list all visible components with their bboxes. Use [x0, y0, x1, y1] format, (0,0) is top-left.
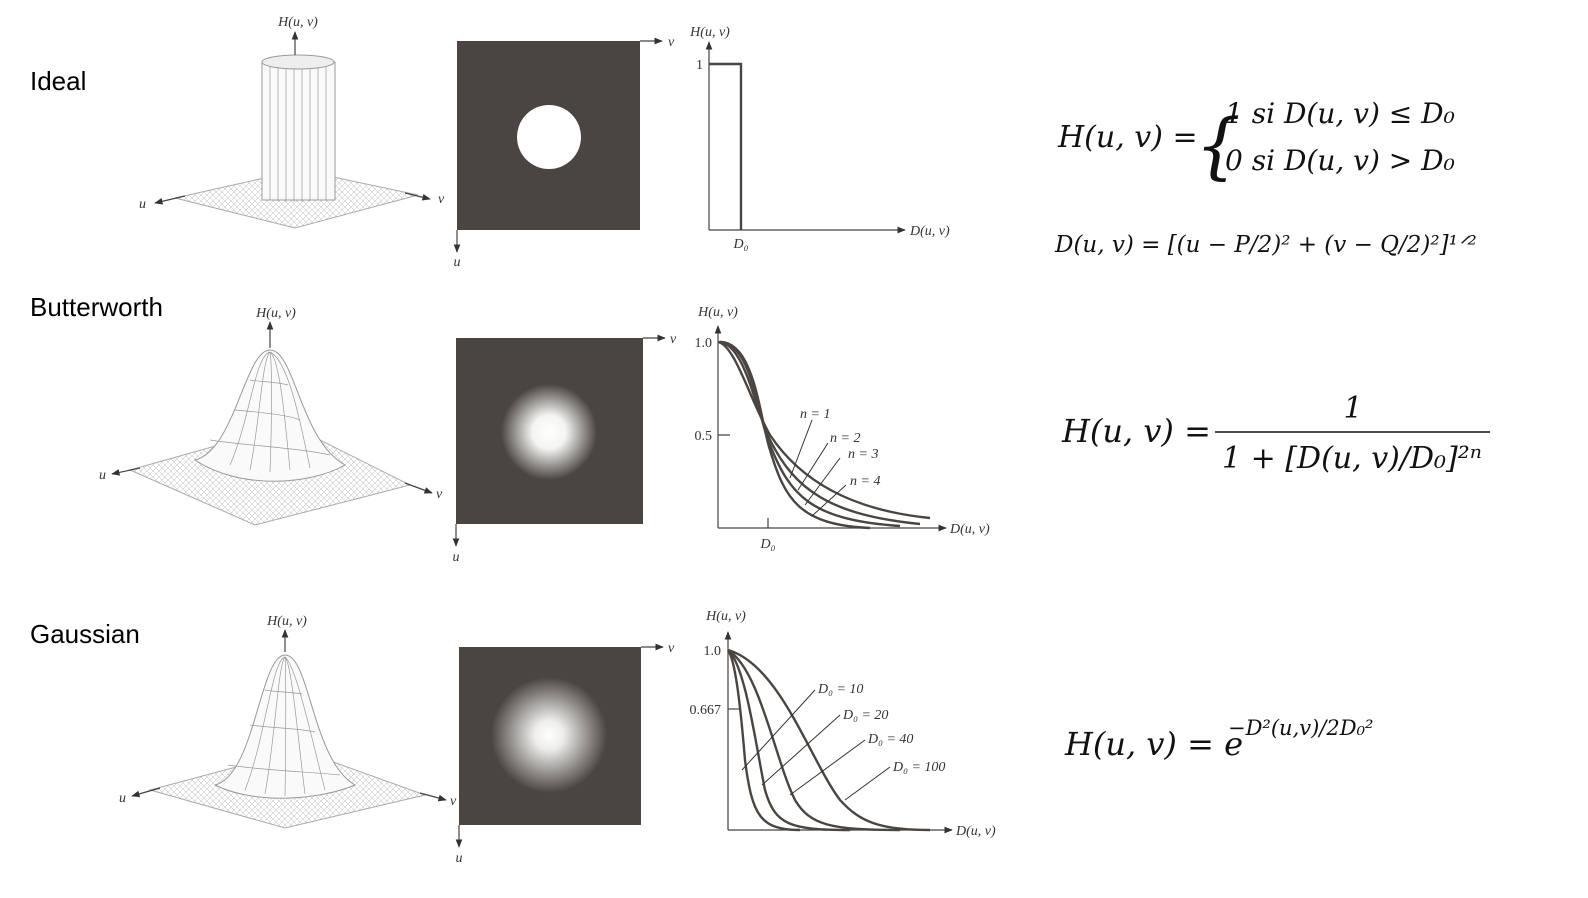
profile-plot: H(u, v) D(u, v) D₀ 1 — [689, 25, 950, 252]
axis-label: u — [139, 197, 146, 212]
axis-label: H(u, v) — [266, 614, 307, 629]
equation: H(u, v) = 1 1 + [D(u, v)/D₀]²ⁿ — [1061, 391, 1490, 476]
axis-label: H(u, v) — [277, 15, 318, 30]
tick-label: 0.667 — [690, 703, 722, 718]
curve-label: n = 4 — [850, 474, 880, 489]
equation: H(u, v) = e −D²(u,v)/2D₀² — [1064, 716, 1373, 763]
axis-label: u — [119, 791, 126, 806]
axis-label: u — [99, 468, 106, 483]
axis-label: H(u, v) — [255, 306, 296, 321]
row-butterworth: Butterworth H(u, v) u v v u H(u, v) D(u,… — [30, 292, 1490, 565]
row-gaussian: Gaussian H(u, v) u v v u H(u, v) D(u, v)… — [30, 609, 1373, 866]
tick-label: 1 — [696, 58, 703, 73]
row-ideal: Ideal H(u, v) u v v u H(u, v) D(u, v) D₀… — [30, 15, 1477, 270]
axis-label: H(u, v) — [705, 609, 746, 624]
equation-distance: D(u, v) = [(u − P/2)² + (v − Q/2)²]¹ᐟ² — [1054, 232, 1477, 258]
axis-label: v — [668, 35, 675, 50]
equation-case: 1 si D(u, v) ≤ D₀ — [1225, 97, 1455, 130]
brace: { — [1195, 103, 1241, 187]
surface: H(u, v) u v — [99, 306, 443, 526]
axis-label: u — [453, 550, 460, 565]
curve-label: n = 1 — [800, 407, 830, 422]
equation-numerator: 1 — [1343, 391, 1362, 426]
tick-label: 1.0 — [695, 336, 713, 351]
axis-label: v — [450, 794, 457, 809]
tick-label: D₀ — [733, 237, 749, 252]
curve-label: D₀ = 40 — [867, 732, 913, 747]
profile-plot: H(u, v) D(u, v) D₀ 1.0 0.5 n = 1 n = 2 n… — [695, 305, 990, 552]
axis-label: v — [670, 332, 677, 347]
equation-lhs: H(u, v) = — [1061, 412, 1211, 450]
row-label: Butterworth — [30, 292, 163, 322]
equation-denominator: 1 + [D(u, v)/D₀]²ⁿ — [1222, 441, 1482, 476]
axis-label: v — [436, 487, 443, 502]
filter-image: v u — [456, 641, 676, 866]
row-label: Ideal — [30, 66, 86, 96]
tick-label: 0.5 — [695, 429, 713, 444]
tick-label: 1.0 — [704, 644, 722, 659]
axis-label: u — [456, 851, 463, 866]
equation-case: 0 si D(u, v) > D₀ — [1225, 144, 1455, 177]
axis-label: v — [438, 192, 445, 207]
surface: H(u, v) u v — [119, 614, 457, 829]
profile-plot: H(u, v) D(u, v) 1.0 0.667 D₀ = 10 D₀ = 2… — [690, 609, 996, 839]
curve-label: D₀ = 100 — [892, 760, 945, 775]
axis-label: H(u, v) — [689, 25, 730, 40]
axis-label: H(u, v) — [697, 305, 738, 320]
filter-image: v u — [454, 35, 676, 270]
equation: H(u, v) = { 1 si D(u, v) ≤ D₀ 0 si D(u, … — [1054, 97, 1477, 258]
filter-image: v u — [453, 332, 678, 565]
row-label: Gaussian — [30, 619, 140, 649]
equation-exponent: −D²(u,v)/2D₀² — [1228, 716, 1373, 740]
equation-lhs: H(u, v) = e — [1064, 725, 1243, 763]
curve-label: D₀ = 20 — [842, 708, 888, 723]
tick-label: D₀ — [760, 537, 776, 552]
equation-lhs: H(u, v) = — [1057, 120, 1198, 155]
surface: H(u, v) u v — [139, 15, 445, 229]
curve-label: n = 3 — [848, 447, 878, 462]
axis-label: u — [454, 255, 461, 270]
axis-label: v — [668, 641, 675, 656]
axis-label: D(u, v) — [909, 224, 950, 239]
curve-label: D₀ = 10 — [817, 682, 863, 697]
axis-label: D(u, v) — [949, 522, 990, 537]
curve-label: n = 2 — [830, 431, 860, 446]
axis-label: D(u, v) — [955, 824, 996, 839]
